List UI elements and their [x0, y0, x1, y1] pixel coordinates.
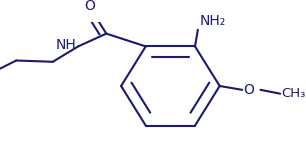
Text: O: O [84, 0, 95, 13]
Text: O: O [244, 83, 255, 97]
Text: NH: NH [56, 38, 77, 52]
Text: NH₂: NH₂ [199, 15, 226, 28]
Text: CH₃: CH₃ [282, 87, 306, 100]
